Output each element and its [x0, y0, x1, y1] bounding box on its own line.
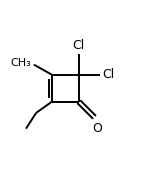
Text: O: O — [92, 122, 102, 135]
Text: Cl: Cl — [73, 39, 85, 52]
Text: Cl: Cl — [102, 68, 115, 81]
Text: CH₃: CH₃ — [11, 58, 32, 68]
